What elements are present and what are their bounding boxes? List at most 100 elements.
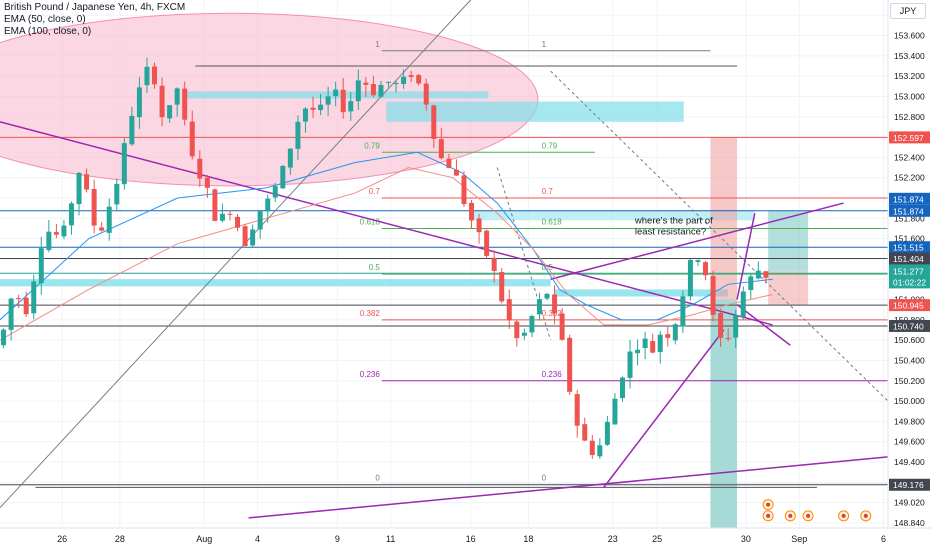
candle-body	[703, 262, 709, 276]
projection-arrow	[736, 304, 791, 346]
event-marker-dot	[766, 502, 771, 507]
candle-body	[665, 334, 671, 338]
price-tick-label: 150.000	[894, 396, 925, 406]
candle-body	[453, 169, 459, 176]
candle-body	[129, 115, 135, 145]
candle-body	[174, 88, 180, 105]
candle-body	[619, 377, 625, 399]
position-green-zone	[710, 299, 738, 528]
price-level-badge	[889, 252, 930, 265]
demand-box	[470, 210, 755, 221]
supply-zone-ellipse	[0, 12, 539, 187]
price-tick-label: 152.800	[894, 112, 925, 122]
currency-badge[interactable]: JPY	[890, 3, 926, 19]
candle-body	[740, 291, 746, 318]
candle-body	[1, 329, 7, 346]
time-tick-label: 9	[335, 534, 340, 544]
candle-body	[657, 334, 663, 352]
candle-body	[136, 87, 142, 118]
candle-body	[642, 338, 648, 348]
trend-line	[0, 121, 773, 326]
candle-body	[604, 421, 610, 445]
candle-body	[189, 121, 195, 157]
candle-body	[242, 226, 248, 247]
position-red-zone	[710, 137, 738, 300]
fib-level-label: 0	[375, 473, 380, 482]
candle-body	[235, 216, 241, 228]
time-axis	[0, 528, 932, 550]
candle-body	[446, 158, 452, 168]
candle-body	[38, 248, 44, 284]
candle-body	[491, 257, 497, 271]
candle-body	[725, 337, 731, 339]
fib-level-label: 0.618	[360, 217, 381, 226]
candle-body	[582, 424, 588, 441]
candle-body	[8, 298, 14, 330]
ema50-line	[0, 151, 773, 321]
price-tick-label: 151.600	[894, 234, 925, 244]
candle-body	[748, 276, 754, 291]
price-level-badge-label: 151.404	[893, 254, 924, 264]
candle-body	[506, 299, 512, 321]
candle-body	[280, 165, 286, 189]
candle-body	[627, 351, 633, 378]
candle-body	[710, 276, 716, 315]
candle-body	[84, 174, 90, 190]
candle-body	[529, 315, 535, 333]
price-level-badge	[889, 478, 930, 491]
time-tick-label: 16	[466, 534, 476, 544]
candle-body	[61, 225, 67, 237]
candle-body	[476, 218, 482, 233]
price-tick-label: 150.400	[894, 355, 925, 365]
price-tick-label: 152.200	[894, 173, 925, 183]
ema50-label: EMA (50, close, 0)	[4, 14, 86, 25]
price-tick-label: 150.800	[894, 315, 925, 325]
current-price-label: 151.277	[893, 266, 924, 276]
price-level-badge	[889, 319, 930, 332]
candle-body	[597, 445, 603, 457]
event-marker-dot	[863, 513, 868, 518]
price-level-badge	[889, 204, 930, 217]
price-tick-label: 149.800	[894, 416, 925, 426]
fib-level-label: 0	[542, 473, 547, 482]
trend-line	[248, 456, 889, 519]
price-tick-label: 153.400	[894, 51, 925, 61]
price-level-badge-label: 151.874	[893, 194, 924, 204]
candle-body	[386, 81, 391, 83]
price-tick-label: 149.020	[894, 498, 925, 508]
time-tick-label: 25	[652, 534, 662, 544]
candle-body	[363, 82, 369, 85]
fib-level-label: 0.618	[542, 217, 563, 226]
price-level-badge-label: 150.740	[893, 321, 924, 331]
price-level-badge-label: 150.945	[893, 301, 924, 311]
candle-body	[167, 105, 173, 119]
trend-line	[550, 202, 844, 280]
fib-level-label: 0.236	[542, 370, 563, 379]
candle-body	[46, 231, 52, 251]
price-tick-label: 153.000	[894, 91, 925, 101]
price-tick-label: 149.400	[894, 457, 925, 467]
time-tick-label: 11	[386, 534, 395, 544]
fib-level-label: 1	[375, 40, 380, 49]
time-tick-label: 6	[881, 534, 886, 544]
time-tick-label: 30	[741, 534, 751, 544]
time-tick-label: Sep	[791, 534, 807, 544]
trend-line	[603, 329, 725, 488]
fib-level-label: 0.382	[542, 309, 563, 318]
candle-body	[635, 349, 641, 354]
trend-line	[0, 0, 472, 509]
candle-body	[227, 213, 233, 215]
candle-body	[348, 101, 354, 112]
target-zone	[768, 210, 809, 272]
stop-zone	[768, 271, 809, 306]
candle-body	[401, 76, 407, 85]
candle-body	[144, 66, 150, 86]
chart-legend: British Pound / Japanese Yen, 4h, FXCM E…	[4, 2, 185, 38]
candle-body	[159, 85, 165, 118]
candle-body	[514, 321, 520, 339]
candle-body	[182, 88, 188, 120]
price-tick-label: 153.200	[894, 71, 925, 81]
candle-countdown: 01:02:22	[893, 277, 926, 287]
